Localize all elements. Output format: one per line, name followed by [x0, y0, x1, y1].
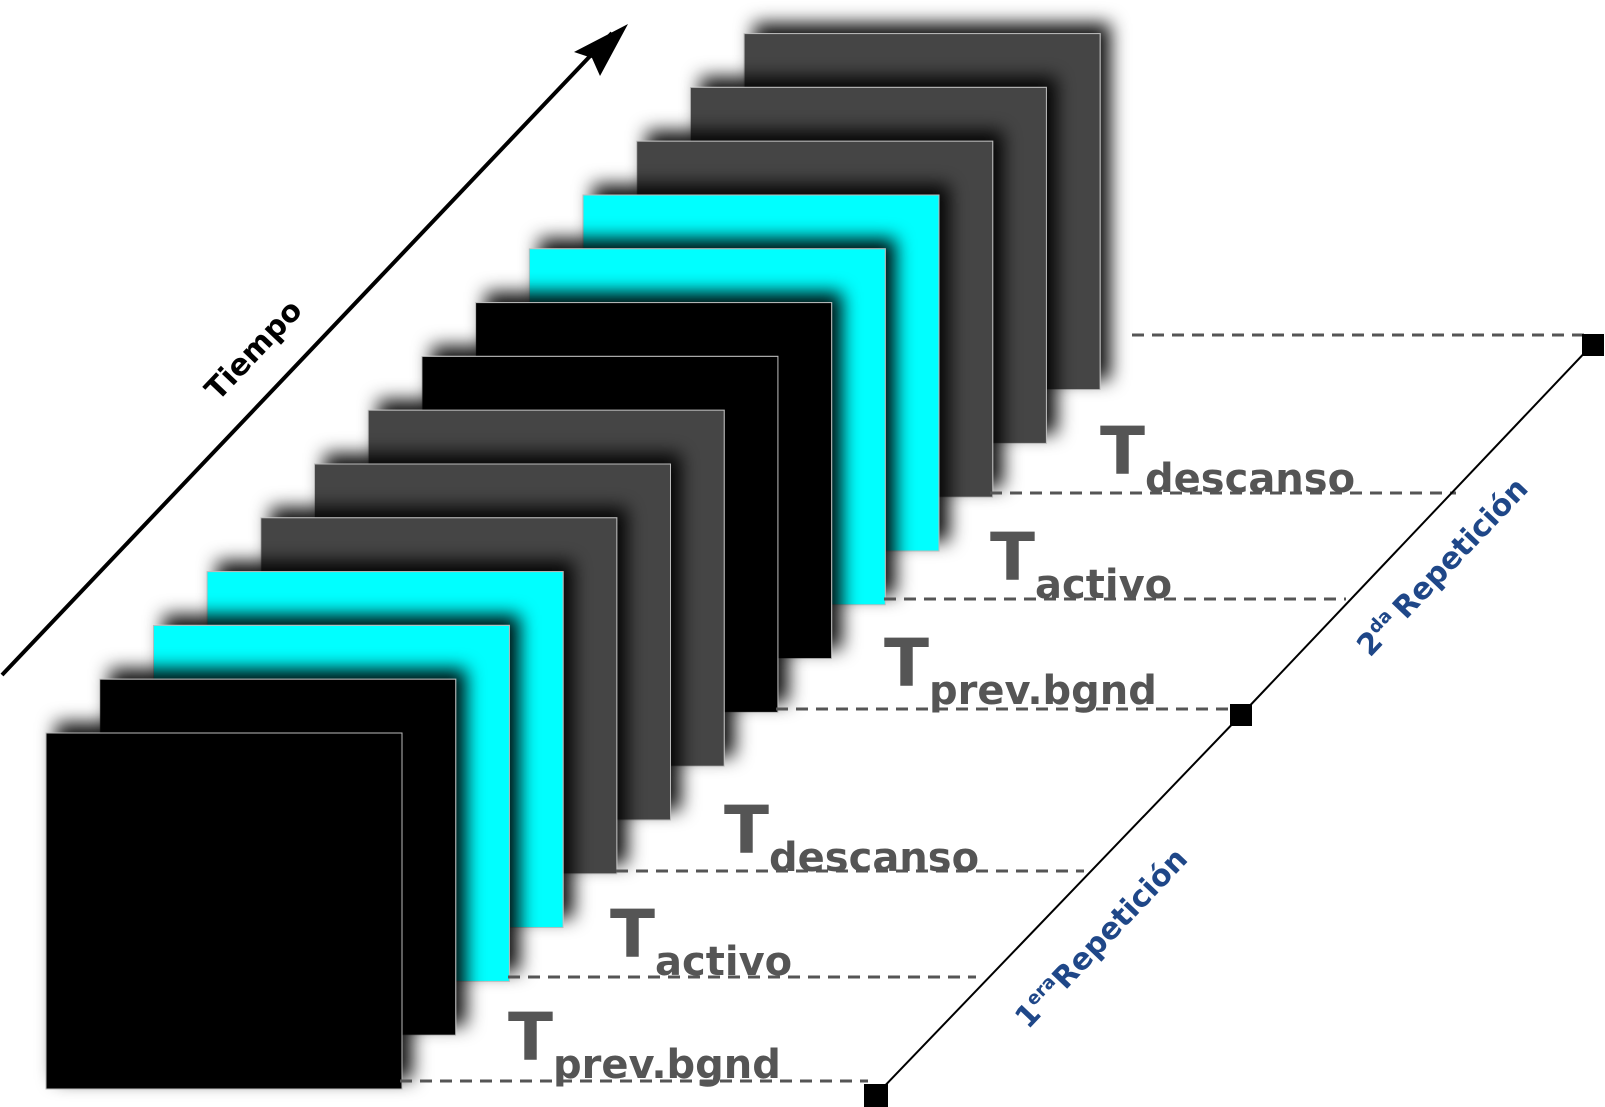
- repetition-line-second: [1240, 344, 1593, 716]
- frame-stack: [45, 33, 1101, 1090]
- repetition-marker-middle: [1230, 704, 1252, 726]
- time-axis-label: Tiempo: [198, 293, 309, 407]
- label-rep1-prev-bgnd: Tprev.bgnd: [508, 999, 781, 1088]
- repetition-line-first: [875, 714, 1242, 1096]
- frame-1-black: [45, 732, 403, 1090]
- time-axis-arrowhead: [574, 24, 628, 76]
- repetition-marker-end: [1582, 334, 1604, 356]
- time-axis-arrow: [0, 31, 614, 677]
- label-second-repetition: 2daRepetición: [1350, 471, 1536, 664]
- label-first-repetition: 1eraRepetición: [1008, 841, 1195, 1036]
- dashed-guides: [400, 333, 1592, 1083]
- label-rep1-descanso: Tdescanso: [724, 792, 979, 881]
- repetition-marker-start: [864, 1084, 888, 1107]
- label-rep2-activo: Tactivo: [990, 519, 1172, 608]
- label-rep2-descanso: Tdescanso: [1100, 413, 1355, 502]
- label-rep1-activo: Tactivo: [610, 896, 792, 985]
- label-rep2-prev-bgnd: Tprev.bgnd: [884, 625, 1157, 714]
